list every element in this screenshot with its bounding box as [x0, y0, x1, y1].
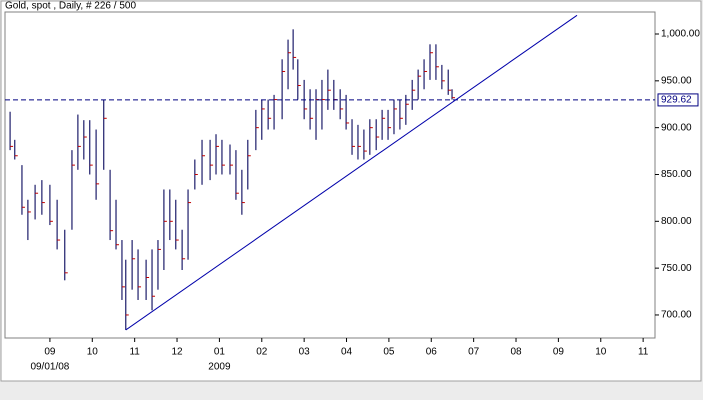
x-tick-label: 01 [214, 347, 226, 358]
reference-label-box [657, 93, 699, 107]
x-tick-label: 09 [44, 347, 56, 358]
x-tick-label: 05 [383, 347, 395, 358]
x-tick-label: 12 [171, 347, 183, 358]
y-tick-label: 1,000.00 [661, 29, 700, 40]
x-sublabel: 2009 [208, 362, 231, 373]
x-tick-label: 09 [553, 347, 565, 358]
y-tick-label: 750.00 [661, 263, 692, 274]
y-tick-label: 900.00 [661, 122, 692, 133]
chart-title: Gold, spot , Daily, # 226 / 500 [5, 1, 136, 12]
trendline [125, 14, 578, 331]
x-tick-label: 02 [256, 347, 268, 358]
x-tick-label: 04 [341, 347, 353, 358]
x-tick-label: 03 [299, 347, 311, 358]
x-tick-label: 07 [468, 347, 480, 358]
y-tick-label: 700.00 [661, 310, 692, 321]
x-tick-label: 08 [510, 347, 522, 358]
reference-label: 929.62 [661, 95, 692, 106]
x-tick-label: 10 [595, 347, 607, 358]
x-tick-label: 11 [129, 347, 140, 358]
y-tick-label: 950.00 [661, 75, 692, 86]
y-tick-label: 800.00 [661, 216, 692, 227]
plot-area [4, 11, 656, 339]
y-tick-label: 850.00 [661, 169, 692, 180]
x-tick-label: 10 [87, 347, 99, 358]
x-tick-label: 06 [426, 347, 438, 358]
x-sublabel: 09/01/08 [30, 362, 69, 373]
x-tick-label: 11 [638, 347, 649, 358]
